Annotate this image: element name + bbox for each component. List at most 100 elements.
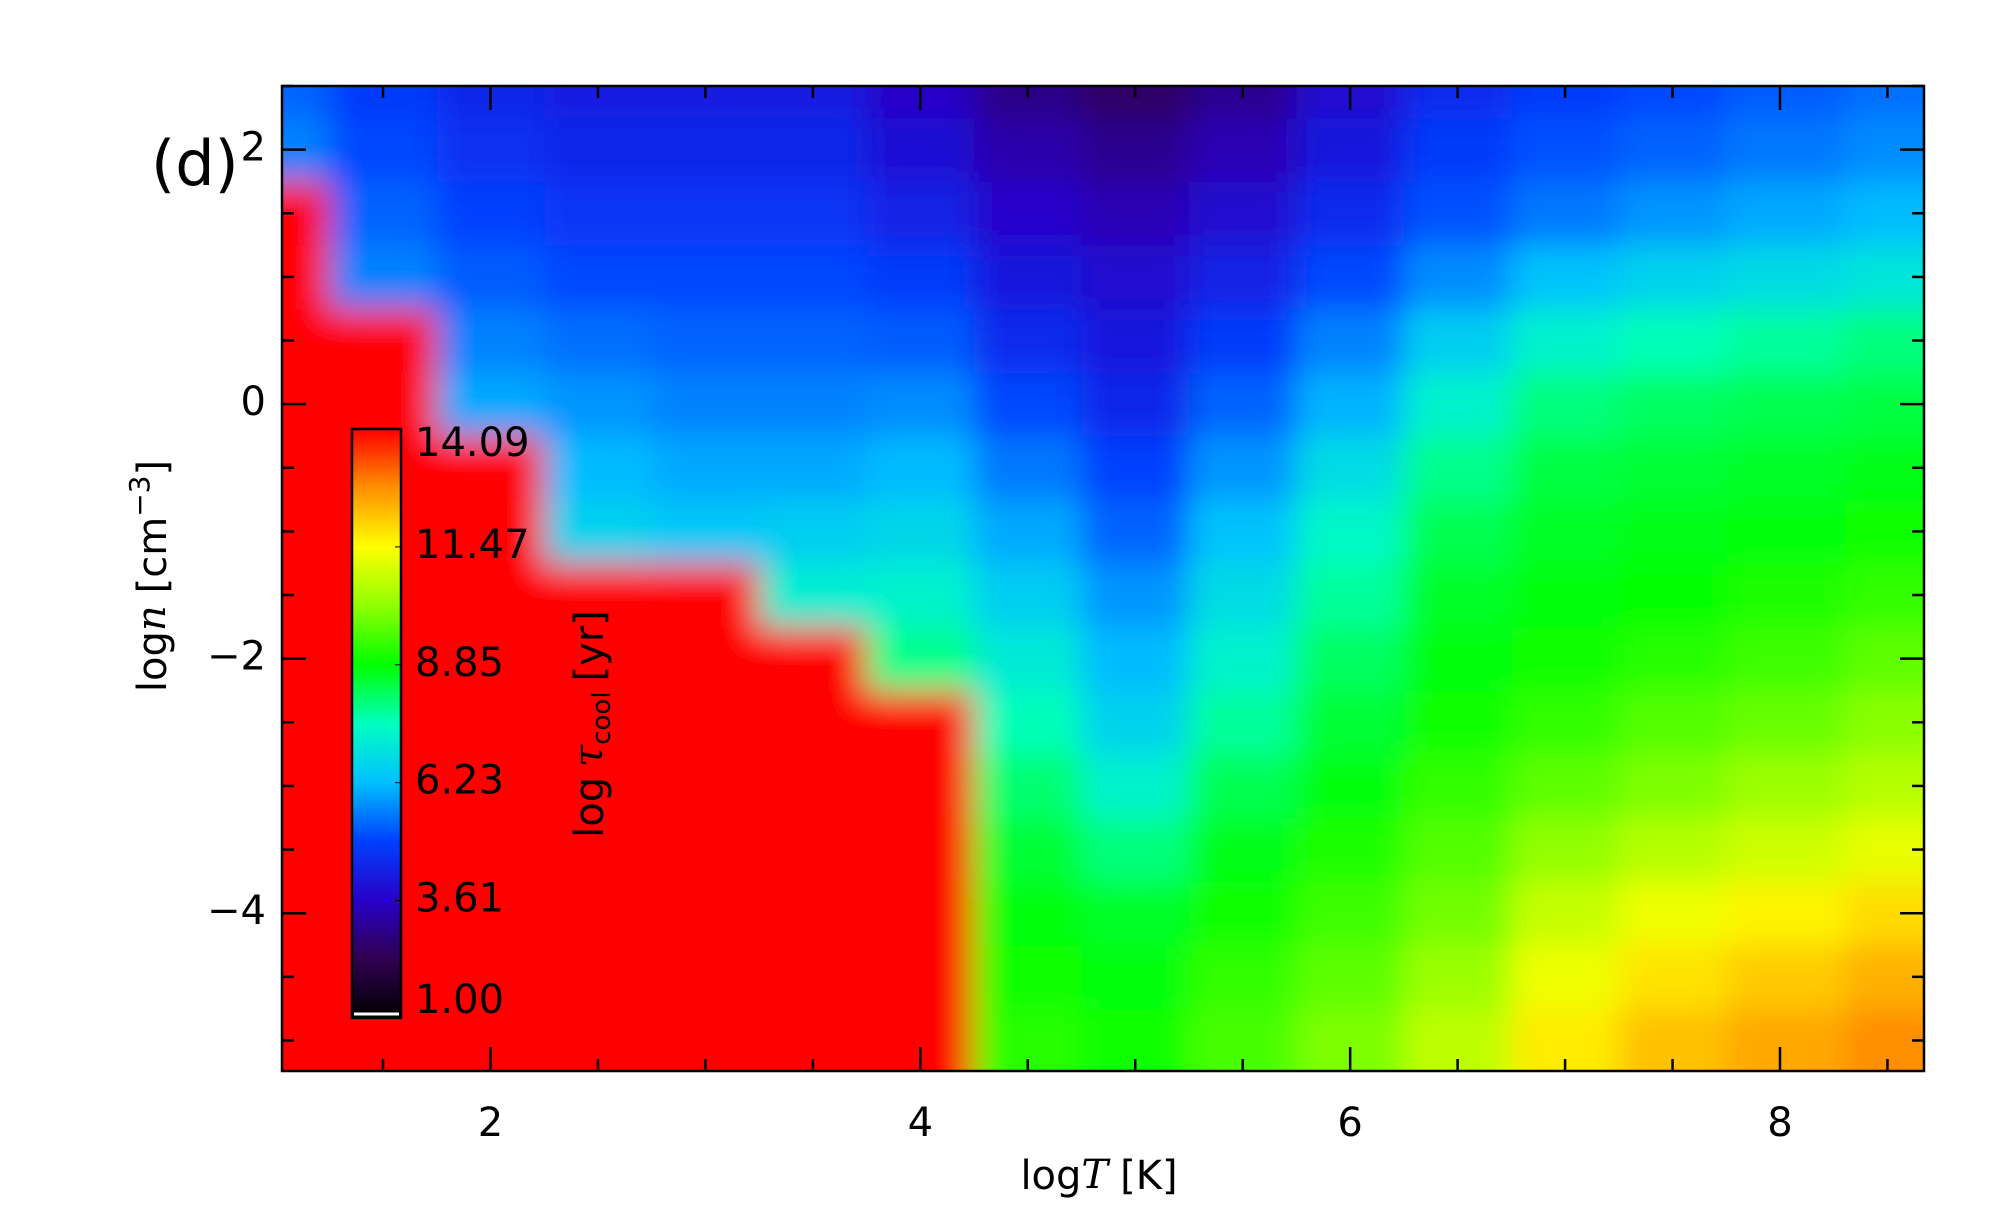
heat-cell [651,626,760,691]
heat-cell [1511,563,1620,628]
heat-cell [1403,626,1512,691]
heat-cell [974,499,1083,564]
heat-cell [1511,881,1620,946]
heat-cell [651,1008,760,1071]
heat-cell [974,945,1083,1010]
heat-cell [1618,245,1727,310]
heat-cell [1296,881,1405,946]
heat-cell [759,181,868,246]
heat-cell [329,117,438,182]
heat-cell [1618,117,1727,182]
heat-cell [1296,435,1405,501]
colorbar-tick-label: 1.00 [415,977,504,1023]
heat-cell [282,308,330,373]
heat-cell [651,881,760,946]
heat-cell [974,117,1083,182]
heat-cell [1296,308,1405,373]
heat-cell [759,117,868,182]
heat-cell [974,181,1083,246]
heat-cell [1188,563,1297,628]
heat-cell [1511,86,1620,119]
heat-cell [1511,308,1620,373]
heat-cell [974,86,1083,119]
heat-cell [1844,690,1924,755]
heat-cell [1081,690,1190,755]
heat-cell [1296,181,1405,246]
heat-cell [866,245,975,310]
heat-cell [759,754,868,819]
x-tick-label: 8 [1767,1100,1792,1146]
heat-cell [1844,817,1924,882]
heat-cell [544,117,653,182]
heat-cell [544,308,653,373]
heat-cell [1844,499,1924,564]
heat-cell [974,563,1083,628]
heat-cell [1296,372,1405,437]
heat-cell [1844,181,1924,246]
y-tick-label: −2 [207,634,266,680]
heat-cell [329,86,438,119]
heat-cell [1081,245,1190,310]
heat-cell [1081,308,1190,373]
heat-cell [544,626,653,691]
heat-cell [1726,817,1845,882]
colorbar-tick-label: 3.61 [415,876,504,922]
heat-cell [436,690,545,755]
heat-cell [1403,817,1512,882]
y-tick-label: 2 [241,125,266,171]
heat-cell [1511,245,1620,310]
heat-cell [1081,563,1190,628]
heat-cell [1511,945,1620,1010]
heat-cell [1726,308,1845,373]
heat-cell [436,881,545,946]
heat-cell [1081,754,1190,819]
heat-cell [1188,690,1297,755]
heat-cell [1188,626,1297,691]
heat-cell [974,754,1083,819]
heat-cell [1511,117,1620,182]
heat-cell [1188,181,1297,246]
heat-cell [1296,117,1405,182]
heat-cell [282,86,330,119]
heat-cell [1844,245,1924,310]
heat-cell [1188,435,1297,501]
heat-cell [436,245,545,310]
heat-cell [866,372,975,437]
heat-cell [1188,881,1297,946]
heat-cell [1188,372,1297,437]
heat-cell [866,626,975,691]
heat-cell [1081,435,1190,501]
x-tick-label: 6 [1337,1100,1362,1146]
heat-cell [1081,372,1190,437]
heat-cell [1403,754,1512,819]
heat-cell [866,754,975,819]
heat-cell [1403,881,1512,946]
heat-cell [436,626,545,691]
heat-cell [759,308,868,373]
plot-frame [280,84,1926,1073]
heat-cell [1726,945,1845,1010]
heat-cell [759,945,868,1010]
heat-cell [329,245,438,310]
heat-cell [974,817,1083,882]
heat-cell [866,181,975,246]
heat-cell [1511,754,1620,819]
heat-cell [436,817,545,882]
heat-cell [974,308,1083,373]
y-axis-label: logn[cm−3] [123,460,176,692]
heat-cell [759,626,868,691]
heat-cell [1726,372,1845,437]
heat-cell [282,817,330,882]
heat-cell [282,690,330,755]
heat-cell [544,499,653,564]
heat-cell [544,563,653,628]
heat-cell [1618,435,1727,501]
heat-cell [1618,181,1727,246]
heat-cell [1081,1008,1190,1071]
heat-cell [1081,117,1190,182]
heat-cell [1296,626,1405,691]
heat-cell [866,117,975,182]
heat-cell [1726,881,1845,946]
colorbar [350,427,403,1020]
heat-cell [974,435,1083,501]
